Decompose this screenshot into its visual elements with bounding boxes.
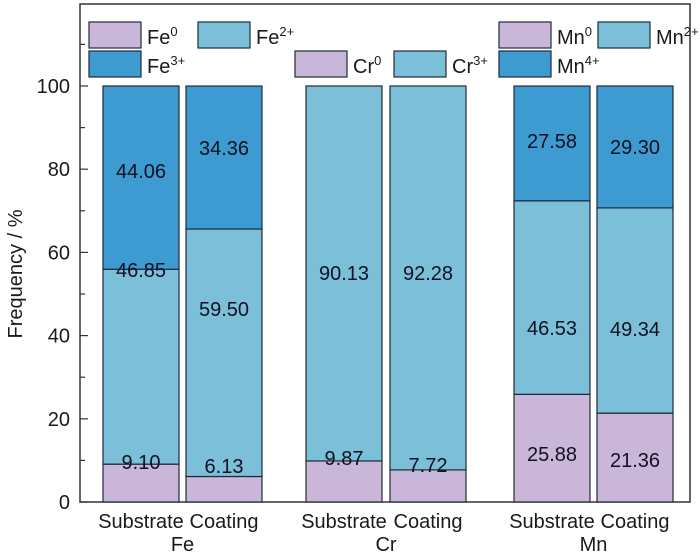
- legend-label: Cr0: [353, 53, 381, 78]
- legend-label: Mn0: [557, 24, 592, 49]
- data-label: 34.36: [199, 138, 249, 160]
- data-label: 21.36: [610, 450, 660, 472]
- bars-layer: [102, 85, 674, 503]
- legend-label: Fe3+: [147, 53, 185, 78]
- legend-swatch: [597, 21, 651, 49]
- x-group-label: Cr: [375, 534, 396, 556]
- y-axis-title: Frequency / %: [5, 209, 27, 338]
- legend-fe: Fe0 Fe2+ Fe3+: [88, 21, 294, 78]
- y-axis: 0 20 40 60 80 100: [37, 43, 88, 514]
- legend-swatch: [294, 50, 348, 78]
- bar-segment-fe-coating-fe3plus: [185, 85, 263, 230]
- bar-segment-fe-coating-fe2plus: [185, 228, 263, 478]
- data-label: 9.10: [122, 452, 161, 474]
- plot-frame: [79, 3, 691, 503]
- x-tick-label: Substrate: [509, 511, 595, 533]
- bar-segment-mn-coating-mn2plus: [596, 207, 674, 414]
- data-label: 25.88: [527, 444, 577, 466]
- x-tick-label: Substrate: [98, 511, 184, 533]
- data-label: 6.13: [205, 456, 244, 478]
- data-label: 27.58: [527, 131, 577, 153]
- legend-label: Mn4+: [557, 53, 600, 78]
- legend-mn: Mn0 Mn2+ Mn4+: [498, 21, 699, 78]
- legend-cr: Cr0 Cr3+: [294, 50, 488, 78]
- legend-swatch: [88, 50, 142, 78]
- y-tick-label: 0: [59, 492, 70, 514]
- legend-label: Fe2+: [256, 24, 294, 49]
- bar-segment-mn-substrate-mn2plus: [513, 200, 591, 395]
- bar-segment-cr-substrate-cr3plus: [305, 85, 383, 462]
- y-tick-label: 100: [37, 76, 70, 98]
- data-label: 46.85: [116, 260, 166, 282]
- data-label: 9.87: [325, 448, 364, 470]
- bar-segment-fe-substrate-fe2plus: [102, 268, 180, 465]
- bar-segment-cr-substrate-cr0: [305, 460, 383, 503]
- bar-segment-mn-substrate-mn0: [513, 393, 591, 503]
- data-label: 29.30: [610, 137, 660, 159]
- data-label: 7.72: [409, 455, 448, 477]
- x-group-label: Mn: [580, 534, 608, 556]
- y-tick-label: 60: [48, 242, 70, 264]
- x-tick-label: Coating: [190, 511, 259, 533]
- legend-label: Fe0: [147, 24, 178, 49]
- y-tick-label: 20: [48, 409, 70, 431]
- x-tick-label: Substrate: [301, 511, 387, 533]
- legend-swatch: [498, 50, 552, 78]
- bar-group-fe: [102, 85, 263, 503]
- data-labels-layer: 9.10 46.85 44.06 6.13 59.50 34.36 9.87 90.13 7.7…: [116, 131, 660, 478]
- plot-border: [79, 3, 691, 503]
- legend-swatch: [197, 21, 251, 49]
- legends-layer: Fe0 Fe2+ Fe3+ Cr0 Cr3+ Mn0 Mn2+ Mn4+: [88, 21, 699, 78]
- data-label: 90.13: [319, 263, 369, 285]
- bar-group-cr: [305, 85, 467, 503]
- bar-segment-mn-coating-mn0: [596, 412, 674, 503]
- bar-segment-cr-coating-cr0: [389, 469, 467, 503]
- y-tick-label: 40: [48, 326, 70, 348]
- bar-segment-fe-coating-fe0: [185, 475, 263, 503]
- legend-label: Cr3+: [452, 53, 488, 78]
- bar-segment-fe-substrate-fe3plus: [102, 85, 180, 270]
- x-tick-label: Coating: [601, 511, 670, 533]
- data-label: 59.50: [199, 299, 249, 321]
- x-group-label: Fe: [171, 534, 194, 556]
- data-label: 49.34: [610, 319, 660, 341]
- legend-swatch: [88, 21, 142, 49]
- bar-segment-mn-substrate-mn4plus: [513, 85, 591, 202]
- bar-group-mn: [513, 85, 674, 503]
- data-label: 92.28: [403, 263, 453, 285]
- bar-segment-mn-coating-mn4plus: [596, 85, 674, 209]
- legend-swatch: [393, 50, 447, 78]
- y-tick-label: 80: [48, 159, 70, 181]
- legend-label: Mn2+: [656, 24, 699, 49]
- data-label: 44.06: [116, 161, 166, 183]
- x-tick-label: Coating: [394, 511, 463, 533]
- bar-segment-cr-coating-cr3plus: [389, 85, 467, 471]
- legend-swatch: [498, 21, 552, 49]
- data-label: 46.53: [527, 318, 577, 340]
